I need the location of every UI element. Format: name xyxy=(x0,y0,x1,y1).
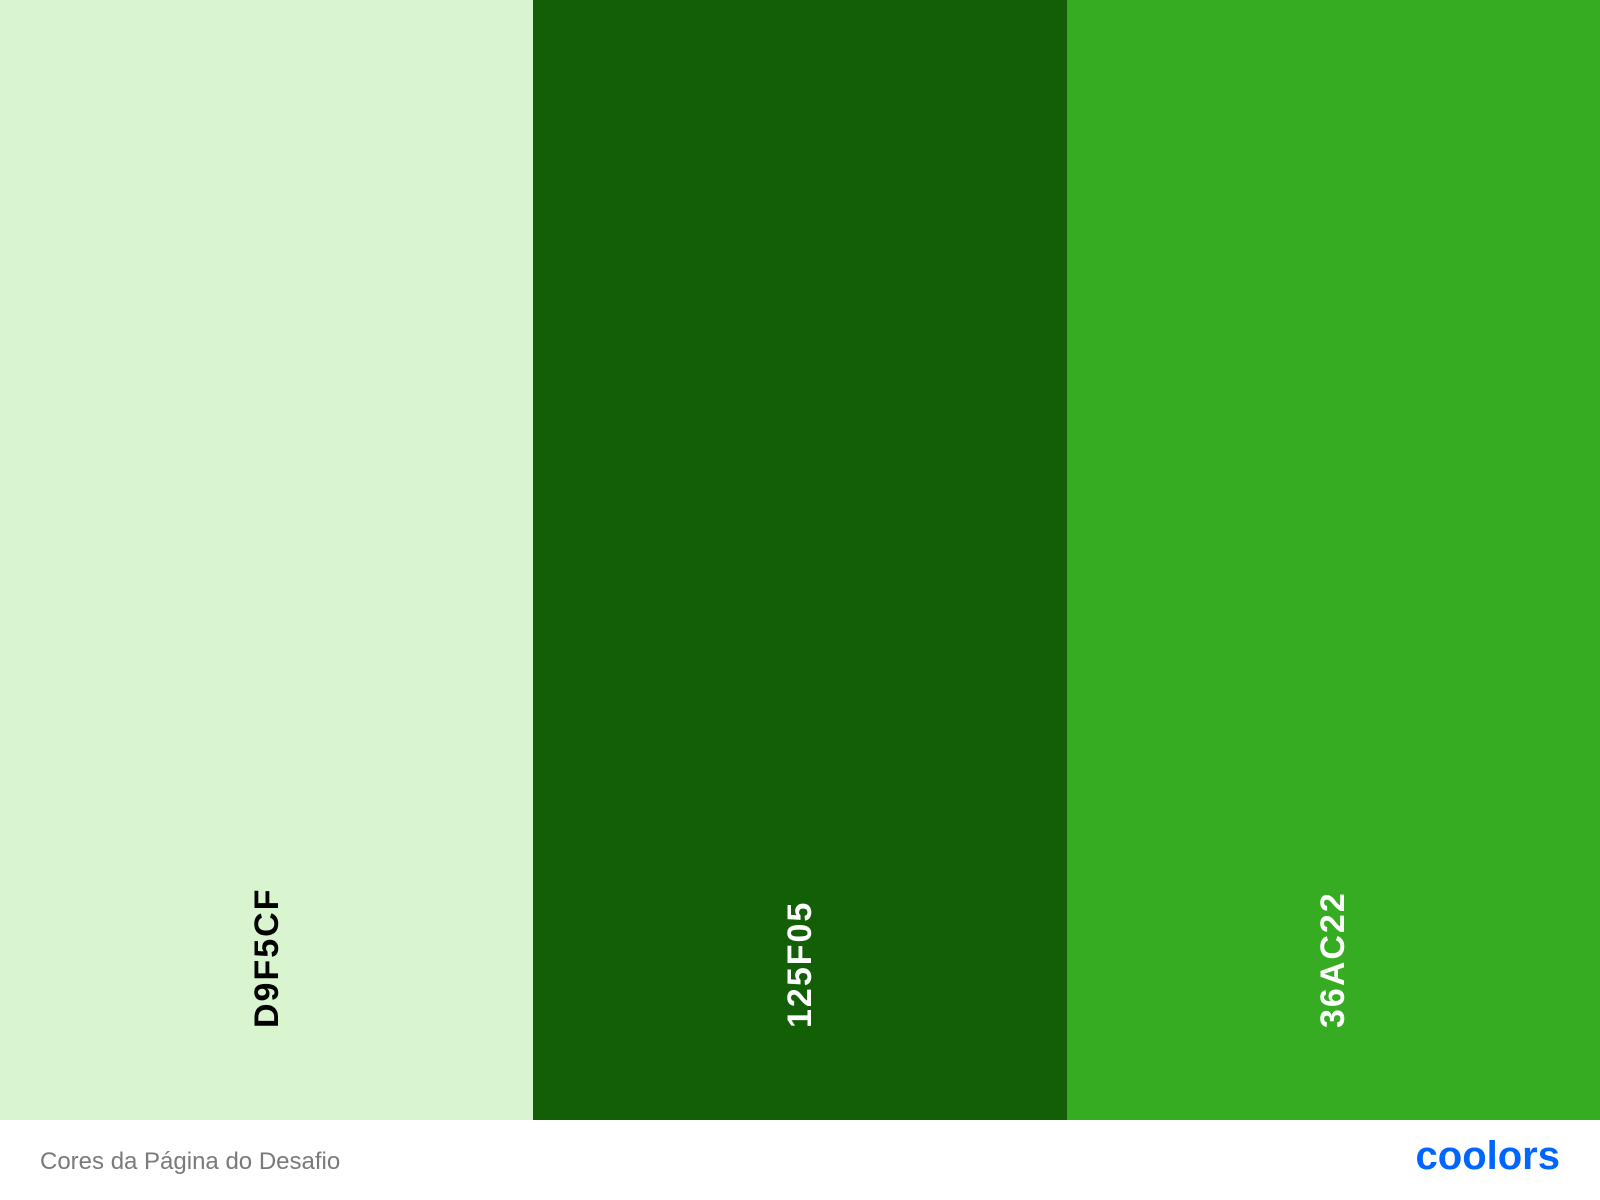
hex-code-label[interactable]: 125F05 xyxy=(780,900,819,1028)
color-swatch-3[interactable]: 36AC22 xyxy=(1066,0,1600,1120)
color-swatch-1[interactable]: D9F5CF xyxy=(0,0,534,1120)
footer: Cores da Página do Desafio coolors xyxy=(0,1120,1600,1200)
coolors-logo[interactable]: coolors xyxy=(1415,1134,1560,1178)
hex-code-label[interactable]: 36AC22 xyxy=(1314,891,1353,1028)
color-swatch-2[interactable]: 125F05 xyxy=(533,0,1067,1120)
palette-title: Cores da Página do Desafio xyxy=(40,1148,341,1175)
hex-code-label[interactable]: D9F5CF xyxy=(247,887,286,1028)
color-palette: D9F5CF 125F05 36AC22 xyxy=(0,0,1600,1120)
